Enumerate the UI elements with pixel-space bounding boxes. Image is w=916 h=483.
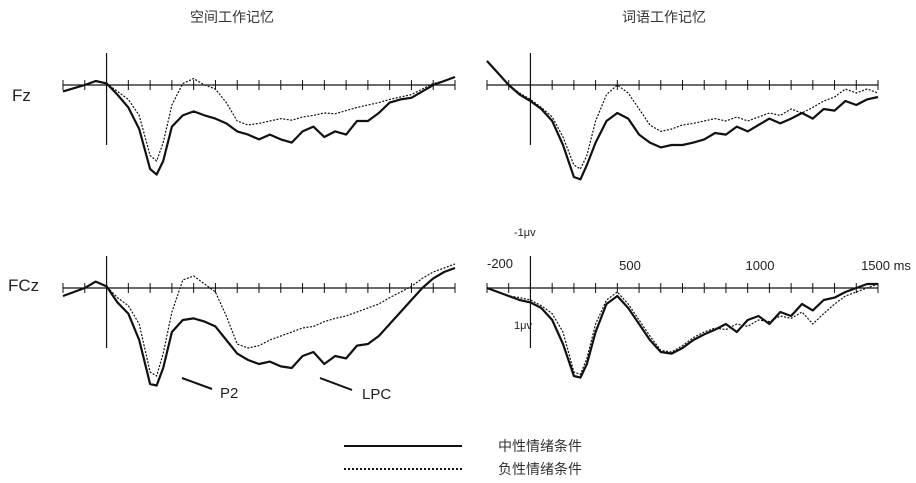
tick-label-minus200: -200	[487, 256, 513, 271]
scale-top-label: -1μv	[514, 227, 536, 239]
verbal-fcz-series-neutral	[486, 282, 878, 379]
tick-label-1500: 1500 ms	[861, 258, 911, 273]
verbal-fz-series-negative	[486, 60, 879, 170]
annotation-lpc: LPC	[362, 386, 391, 403]
tick-label-1000: 1000	[746, 258, 775, 273]
tick-label-500: 500	[619, 258, 641, 273]
p2-arrow	[181, 377, 213, 390]
column-title-spatial: 空间工作记忆	[190, 10, 274, 26]
spatial-fz-series-neutral	[62, 75, 456, 176]
legend-label-negative: 负性情绪条件	[498, 461, 582, 478]
spatial-fz-series-negative	[62, 76, 456, 162]
verbal-fz-series-neutral	[486, 60, 879, 181]
spatial-fcz-series-negative	[62, 263, 456, 377]
lpc-arrow	[319, 377, 353, 391]
row-label-fz: Fz	[12, 86, 31, 105]
verbal-fcz-series-negative	[486, 283, 879, 375]
column-title-verbal: 词语工作记忆	[622, 10, 706, 26]
legend-label-neutral: 中性情绪条件	[498, 438, 582, 455]
row-label-fcz: FCz	[8, 276, 39, 295]
annotation-p2: P2	[220, 385, 238, 402]
scale-bottom-label: 1μv	[514, 320, 532, 332]
spatial-fcz-series-neutral	[62, 266, 456, 387]
